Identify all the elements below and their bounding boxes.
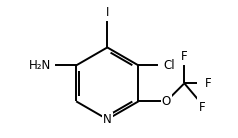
- Text: F: F: [205, 77, 212, 90]
- Text: O: O: [162, 95, 171, 108]
- Text: N: N: [103, 113, 112, 126]
- Text: H₂N: H₂N: [29, 59, 51, 72]
- Text: F: F: [199, 101, 205, 114]
- Text: F: F: [181, 50, 188, 63]
- Text: I: I: [106, 6, 109, 19]
- Text: Cl: Cl: [164, 59, 175, 72]
